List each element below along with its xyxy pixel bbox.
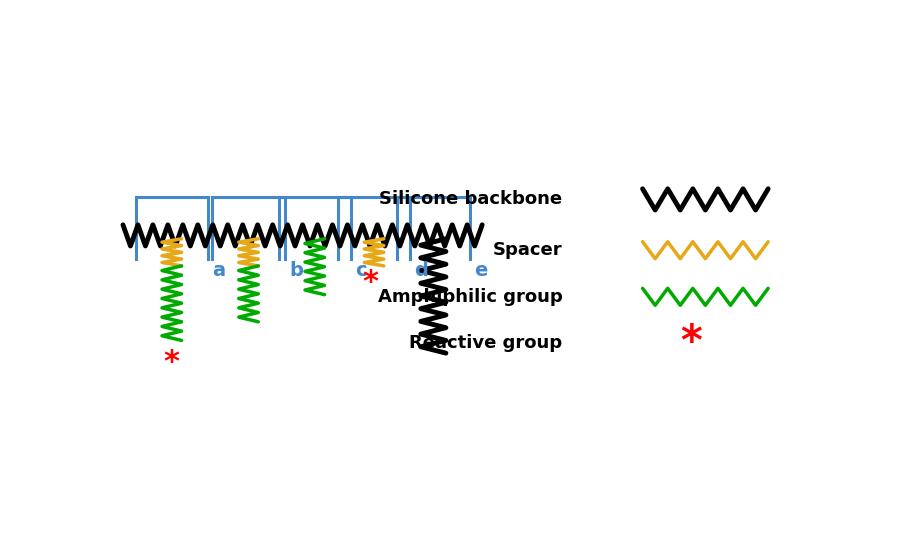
Text: e: e <box>473 261 487 280</box>
Text: c: c <box>356 261 367 280</box>
Text: Silicone backbone: Silicone backbone <box>379 190 562 208</box>
Text: a: a <box>212 261 225 280</box>
Text: *: * <box>680 322 702 365</box>
Text: *: * <box>164 348 180 377</box>
Text: d: d <box>415 261 428 280</box>
Text: Amphiphilic group: Amphiphilic group <box>378 288 562 306</box>
Text: Spacer: Spacer <box>493 241 562 259</box>
Text: b: b <box>289 261 302 280</box>
Text: *: * <box>363 268 379 297</box>
Text: Reactive group: Reactive group <box>410 334 562 353</box>
